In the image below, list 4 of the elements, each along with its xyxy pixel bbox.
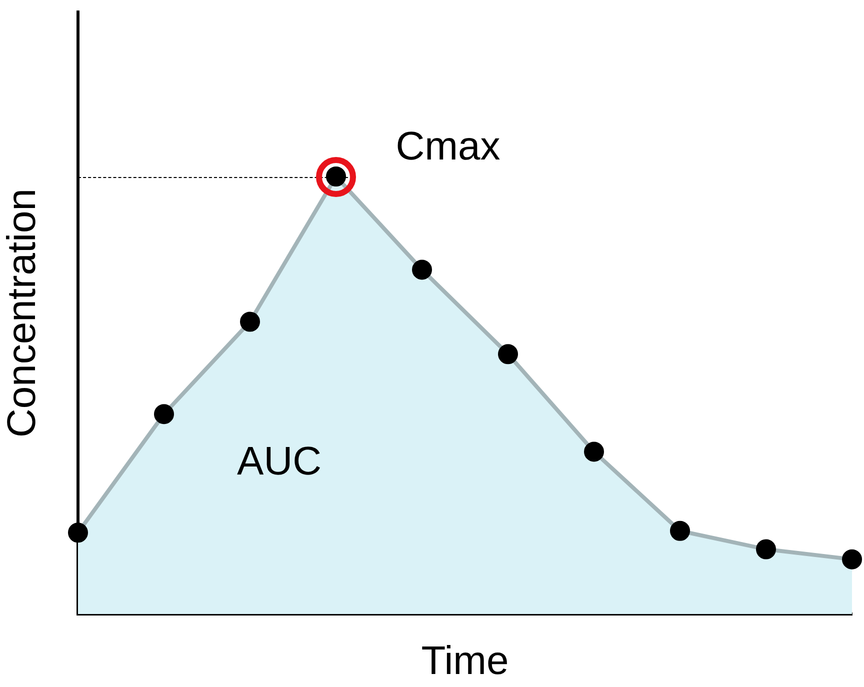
annotation: AUC (237, 440, 322, 484)
x-axis-title: Time (421, 639, 509, 684)
y-axis-title: Concentration (0, 188, 44, 438)
text: Cmax (396, 124, 500, 169)
